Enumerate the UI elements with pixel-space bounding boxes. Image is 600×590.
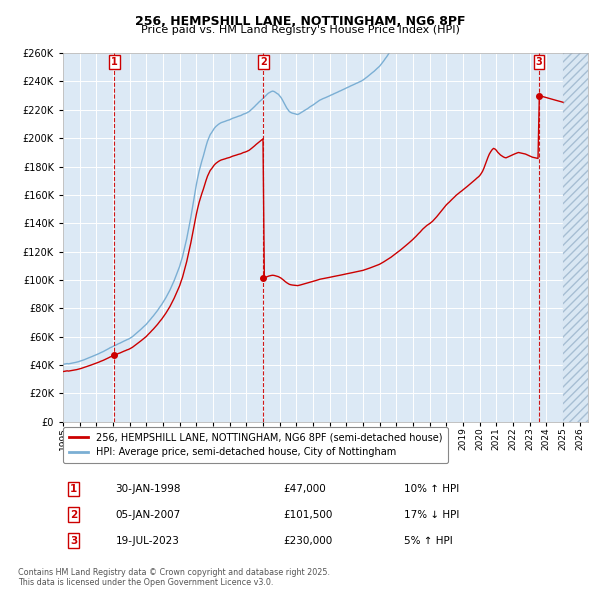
Text: Price paid vs. HM Land Registry's House Price Index (HPI): Price paid vs. HM Land Registry's House … [140,25,460,35]
Text: £230,000: £230,000 [284,536,333,546]
Text: 17% ↓ HPI: 17% ↓ HPI [404,510,460,520]
Text: Contains HM Land Registry data © Crown copyright and database right 2025.
This d: Contains HM Land Registry data © Crown c… [18,568,330,587]
Text: 10% ↑ HPI: 10% ↑ HPI [404,484,460,494]
Text: £101,500: £101,500 [284,510,333,520]
Text: 2: 2 [260,57,267,67]
Bar [563,53,588,422]
Text: 3: 3 [70,536,77,546]
Text: 5% ↑ HPI: 5% ↑ HPI [404,536,453,546]
Text: 1: 1 [111,57,118,67]
Bar [563,53,588,422]
Text: 256, HEMPSHILL LANE, NOTTINGHAM, NG6 8PF: 256, HEMPSHILL LANE, NOTTINGHAM, NG6 8PF [135,15,465,28]
Text: 2: 2 [70,510,77,520]
Text: 05-JAN-2007: 05-JAN-2007 [115,510,181,520]
Text: 3: 3 [535,57,542,67]
Text: 1: 1 [70,484,77,494]
Text: 30-JAN-1998: 30-JAN-1998 [115,484,181,494]
Legend: 256, HEMPSHILL LANE, NOTTINGHAM, NG6 8PF (semi-detached house), HPI: Average pri: 256, HEMPSHILL LANE, NOTTINGHAM, NG6 8PF… [63,427,448,463]
Text: £47,000: £47,000 [284,484,326,494]
Text: 19-JUL-2023: 19-JUL-2023 [115,536,179,546]
